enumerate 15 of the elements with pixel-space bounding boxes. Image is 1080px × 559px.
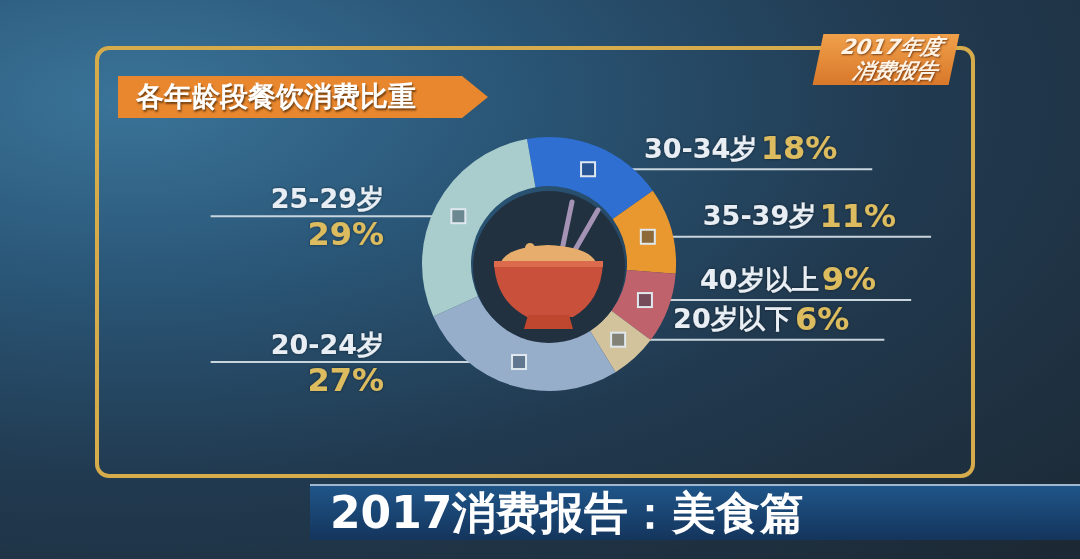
slice-label: 20-24岁: [270, 328, 384, 360]
data-label: 27%: [307, 361, 384, 400]
text: 2017消费报告：美食篇: [310, 484, 1080, 540]
data-label: 6%: [795, 299, 850, 338]
data-label: 9%: [821, 260, 877, 299]
data-label: 11%: [819, 196, 897, 235]
slice-label: 30-34岁: [644, 132, 758, 164]
text: 2017年度消费报告: [812, 34, 960, 85]
slice-label: 20岁以下: [673, 303, 792, 335]
data-label: 29%: [307, 215, 384, 254]
slice-label: 35-39岁: [702, 200, 817, 232]
chart-title: 各年龄段餐饮消费比重: [118, 76, 488, 118]
slice-label: 40岁以上: [699, 263, 819, 295]
slice-label: 25-29岁: [270, 182, 384, 214]
data-label: 18%: [760, 129, 838, 168]
